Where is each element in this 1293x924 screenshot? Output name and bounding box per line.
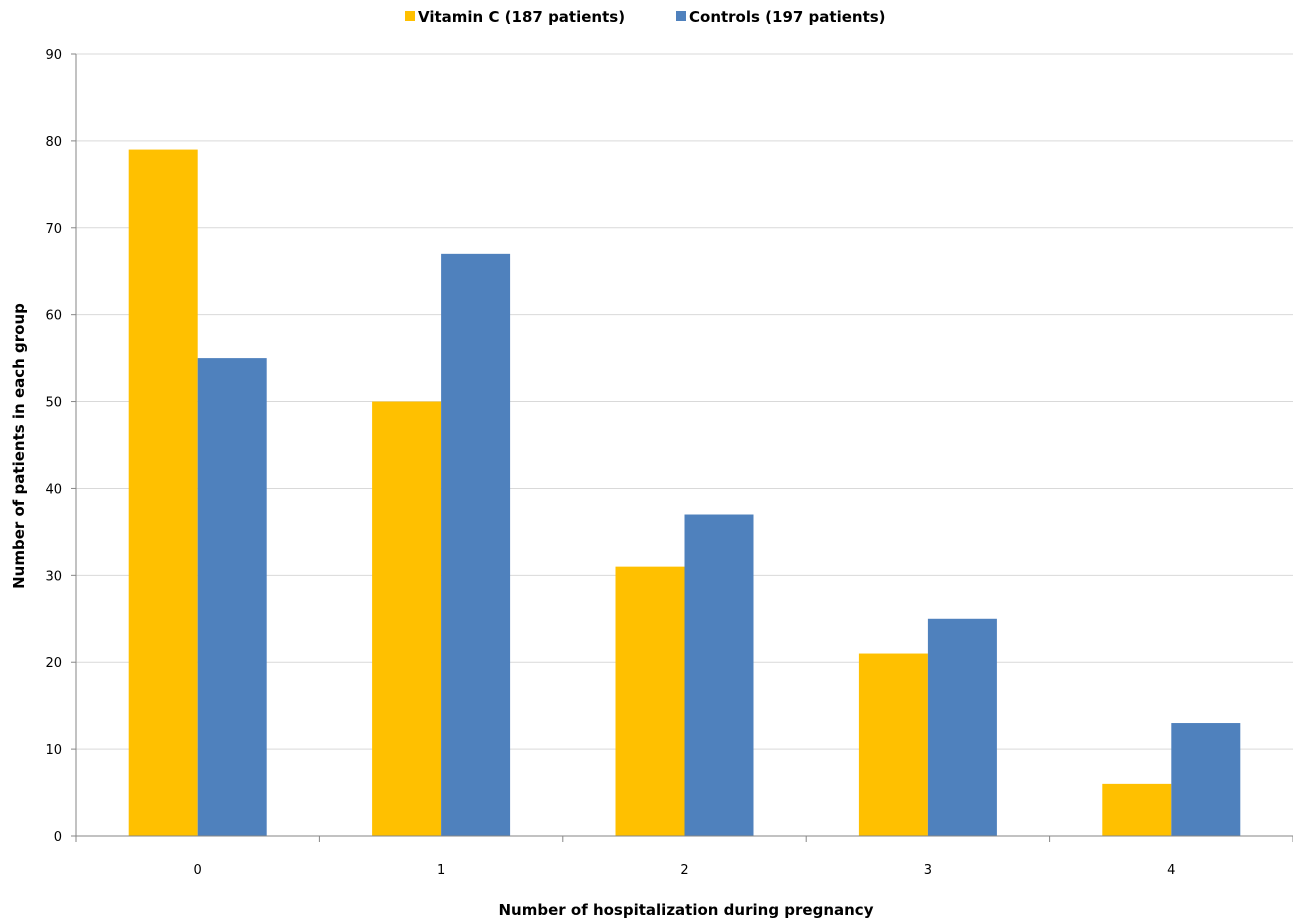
y-tick-label: 20: [45, 656, 62, 671]
bar-vitamin-c-0: [128, 149, 198, 837]
x-tick-label: 4: [1167, 863, 1175, 878]
y-tick-labels: 0 10 20 30 40 50 60 70 80 90: [45, 48, 62, 845]
bar-vitamin-c-4: [1102, 783, 1172, 836]
x-axis-ticks: 0 1 2 3 4: [75, 836, 1293, 878]
x-tick-label: 3: [924, 863, 932, 878]
legend-swatch-controls: [676, 11, 686, 21]
legend-swatch-vitamin-c: [405, 11, 415, 21]
legend: Vitamin C (187 patients) Controls (197 p…: [405, 8, 886, 26]
legend-label-controls: Controls (197 patients): [689, 8, 886, 26]
bar-controls-2: [684, 514, 754, 836]
y-tick-label: 90: [45, 48, 62, 63]
y-tick-label: 70: [45, 222, 62, 237]
legend-item-vitamin-c: Vitamin C (187 patients): [405, 8, 625, 26]
y-axis-title: Number of patients in each group: [10, 303, 28, 589]
y-tick-label: 50: [45, 396, 62, 411]
y-tick-label: 10: [45, 743, 62, 758]
y-tick-label: 0: [54, 830, 62, 845]
bar-controls-0: [197, 358, 267, 836]
x-tick-label: 0: [194, 863, 202, 878]
bar-controls-4: [1171, 723, 1241, 836]
x-tick-label: 1: [437, 863, 445, 878]
legend-item-controls: Controls (197 patients): [676, 8, 886, 26]
bars: [128, 149, 1241, 837]
bar-vitamin-c-2: [615, 566, 685, 836]
bar-vitamin-c-3: [858, 653, 928, 836]
y-tick-label: 30: [45, 569, 62, 584]
x-tick-label: 2: [680, 863, 688, 878]
y-tick-label: 80: [45, 135, 62, 150]
bar-vitamin-c-1: [372, 401, 442, 836]
legend-label-vitamin-c: Vitamin C (187 patients): [418, 8, 625, 26]
x-axis-title: Number of hospitalization during pregnan…: [499, 901, 874, 919]
bar-controls-3: [927, 618, 997, 836]
y-tick-label: 60: [45, 309, 62, 324]
y-tick-label: 40: [45, 482, 62, 497]
bar-controls-1: [441, 253, 511, 836]
